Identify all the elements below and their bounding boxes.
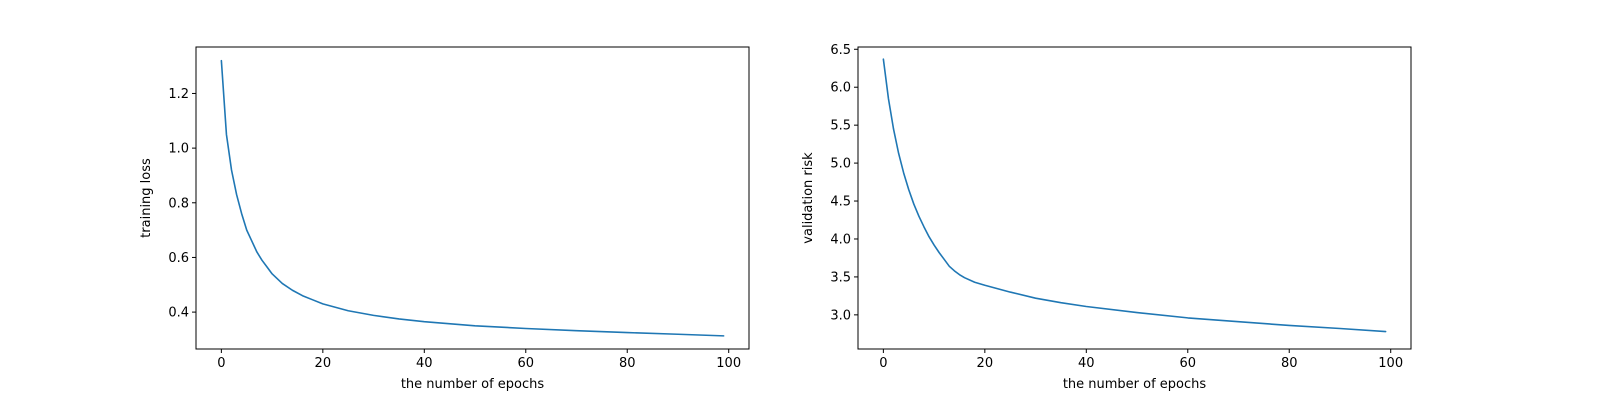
validation-risk-y-axis-label: validation risk	[801, 152, 816, 244]
validation-risk-chart: 0 20 40 60 80 100 3.0 3.5 4.0 4.5 5.0 5.5 6.0 6.5 the …	[801, 43, 1412, 392]
validation-risk-x-tick-label: 0	[879, 356, 887, 371]
validation-risk-y-tick-label: 6.0	[830, 81, 851, 96]
training-loss-x-tick-label: 20	[315, 356, 332, 371]
training-loss-y-tick-label: 0.6	[168, 251, 189, 266]
training-loss-y-tick-label: 0.4	[168, 306, 189, 321]
training-loss-x-tick-label: 60	[517, 356, 534, 371]
validation-risk-y-tick-label: 4.5	[830, 195, 851, 210]
validation-risk-x-tick-label: 40	[1078, 356, 1095, 371]
training-loss-x-tick-label: 100	[716, 356, 741, 371]
validation-risk-x-tick-label: 100	[1378, 356, 1403, 371]
validation-risk-y-tick-label: 5.5	[830, 119, 851, 134]
validation-risk-y-tick-label: 4.0	[830, 232, 851, 247]
training-loss-x-axis-label: the number of epochs	[401, 377, 545, 392]
validation-risk-y-tick-label: 6.5	[830, 43, 851, 58]
training-loss-chart: 0 20 40 60 80 100 0.4 0.6 0.8 1.0 1.2 the number of…	[139, 46, 750, 392]
training-loss-x-tick-label: 0	[217, 356, 225, 371]
validation-risk-series-line	[882, 58, 1387, 333]
training-loss-y-tick-label: 1.2	[168, 87, 189, 102]
validation-risk-x-tick-label: 20	[977, 356, 994, 371]
training-loss-plot-frame	[195, 46, 750, 350]
validation-risk-x-axis-label: the number of epochs	[1063, 377, 1207, 392]
training-loss-y-axis-label: training loss	[139, 158, 154, 238]
validation-risk-x-tick-label: 80	[1281, 356, 1298, 371]
validation-risk-y-tick-label: 3.5	[830, 270, 851, 285]
validation-risk-plot-frame	[857, 46, 1412, 350]
validation-risk-y-tick-label: 3.0	[830, 308, 851, 323]
training-loss-y-tick-label: 1.0	[168, 142, 189, 157]
training-loss-x-tick-label: 40	[416, 356, 433, 371]
validation-risk-x-tick-label: 60	[1179, 356, 1196, 371]
validation-risk-y-tick-label: 5.0	[830, 157, 851, 172]
training-loss-x-tick-label: 80	[619, 356, 636, 371]
training-loss-series-line	[220, 59, 725, 337]
training-loss-y-tick-label: 0.8	[168, 196, 189, 211]
